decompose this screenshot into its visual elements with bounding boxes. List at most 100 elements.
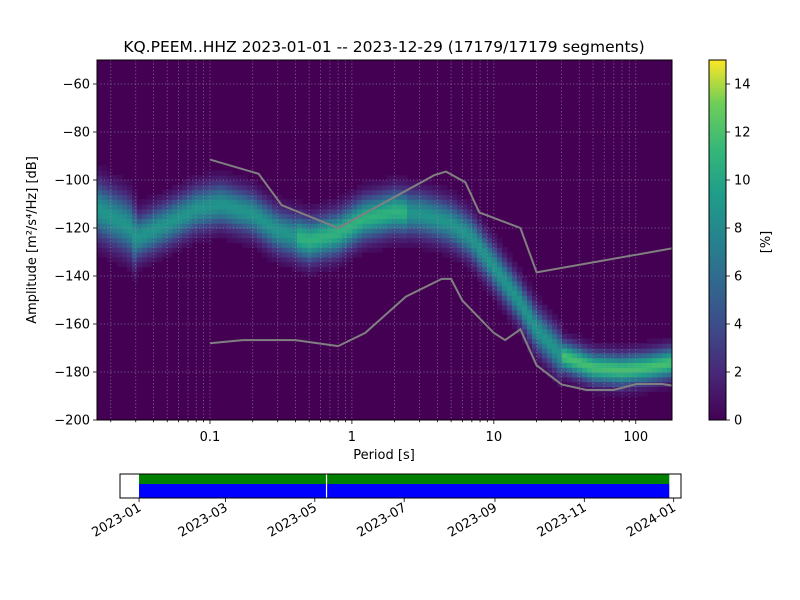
heatmap-cell — [382, 218, 388, 224]
heatmap-cell — [467, 204, 473, 210]
heatmap-cell — [107, 252, 113, 258]
heatmap-cell — [152, 204, 158, 210]
heatmap-cell — [97, 223, 103, 229]
heatmap-cell — [422, 237, 428, 243]
heatmap-cell — [502, 247, 508, 253]
heatmap-cell — [337, 213, 343, 219]
heatmap-cell — [157, 252, 163, 258]
heatmap-cell — [352, 232, 358, 239]
heatmap-cell — [502, 309, 508, 315]
heatmap-cell — [577, 381, 583, 387]
heatmap-cell — [647, 357, 653, 363]
heatmap-cell — [287, 204, 293, 210]
heatmap-cell — [312, 208, 318, 215]
heatmap-cell — [272, 213, 278, 219]
heatmap-cell — [507, 276, 513, 282]
heatmap-cell — [512, 304, 518, 311]
heatmap-cell — [627, 343, 633, 349]
timeline-tick-label: 2023-09 — [445, 500, 500, 540]
heatmap-cell — [162, 228, 168, 234]
heatmap-cell — [362, 247, 368, 253]
heatmap-cell — [142, 261, 148, 267]
heatmap-cell — [242, 237, 248, 243]
heatmap-cell — [557, 367, 563, 373]
heatmap-cell — [552, 338, 558, 344]
heatmap-cell — [607, 362, 613, 368]
heatmap-cell — [232, 204, 238, 210]
heatmap-cell — [342, 252, 348, 258]
heatmap-cell — [582, 367, 588, 373]
heatmap-cell — [252, 228, 258, 234]
heatmap-cell — [262, 242, 268, 248]
heatmap-cell — [512, 324, 518, 330]
heatmap-cell — [497, 237, 503, 243]
heatmap-cell — [542, 343, 548, 349]
heatmap-cell — [322, 223, 328, 229]
heatmap-cell — [247, 218, 253, 224]
heatmap-cell — [342, 204, 348, 210]
heatmap-cell — [667, 338, 672, 344]
heatmap-cell — [502, 261, 508, 267]
heatmap-cell — [557, 352, 563, 359]
heatmap-cell — [442, 218, 448, 224]
heatmap-cell — [547, 324, 553, 330]
heatmap-cell — [277, 261, 283, 267]
heatmap-cell — [317, 256, 323, 263]
heatmap-cell — [412, 237, 418, 243]
heatmap-cell — [667, 348, 672, 354]
heatmap-cell — [557, 343, 563, 349]
heatmap-cell — [527, 319, 533, 325]
heatmap-cell — [167, 213, 173, 219]
heatmap-cell — [287, 232, 293, 239]
heatmap-cell — [587, 352, 593, 359]
heatmap-cell — [552, 367, 558, 373]
heatmap-cell — [192, 184, 198, 191]
heatmap-cell — [292, 247, 298, 253]
heatmap-cell — [137, 228, 143, 234]
heatmap-cell — [177, 232, 183, 239]
heatmap-cell — [142, 256, 148, 263]
heatmap-cell — [102, 247, 108, 253]
heatmap-cell — [512, 280, 518, 287]
timeline-tick-label: 2023-07 — [355, 500, 410, 540]
heatmap-cell — [462, 213, 468, 219]
heatmap-cell — [167, 228, 173, 234]
heatmap-cell — [622, 391, 628, 397]
heatmap-cell — [612, 376, 618, 383]
heatmap-cell — [497, 266, 503, 272]
heatmap-cell — [322, 242, 328, 248]
heatmap-cell — [562, 352, 568, 359]
heatmap-cell — [197, 194, 203, 200]
heatmap-cell — [237, 189, 243, 195]
heatmap-cell — [652, 386, 658, 392]
heatmap-cell — [647, 343, 653, 349]
heatmap-cell — [347, 228, 353, 234]
heatmap-cell — [132, 242, 138, 248]
heatmap-cell — [432, 189, 438, 195]
heatmap-cell — [307, 237, 313, 243]
heatmap-cell — [397, 218, 403, 224]
heatmap-cell — [357, 218, 363, 224]
heatmap-cell — [422, 199, 428, 205]
heatmap-cell — [522, 290, 528, 296]
heatmap-cell — [477, 242, 483, 248]
heatmap-cell — [562, 367, 568, 373]
heatmap-cell — [202, 213, 208, 219]
heatmap-cell — [112, 237, 118, 243]
heatmap-cell — [242, 232, 248, 239]
heatmap-cell — [192, 189, 198, 195]
heatmap-cell — [107, 237, 113, 243]
heatmap-cell — [507, 319, 513, 325]
heatmap-cell — [237, 184, 243, 191]
heatmap-cell — [222, 189, 228, 195]
heatmap-cell — [197, 189, 203, 195]
heatmap-cell — [372, 184, 378, 191]
heatmap-cell — [352, 208, 358, 215]
heatmap-cell — [482, 228, 488, 234]
heatmap-cell — [277, 252, 283, 258]
heatmap-cell — [612, 348, 618, 354]
heatmap-cell — [472, 261, 478, 267]
heatmap-cell — [457, 199, 463, 205]
heatmap-cell — [342, 218, 348, 224]
heatmap-cell — [497, 247, 503, 253]
